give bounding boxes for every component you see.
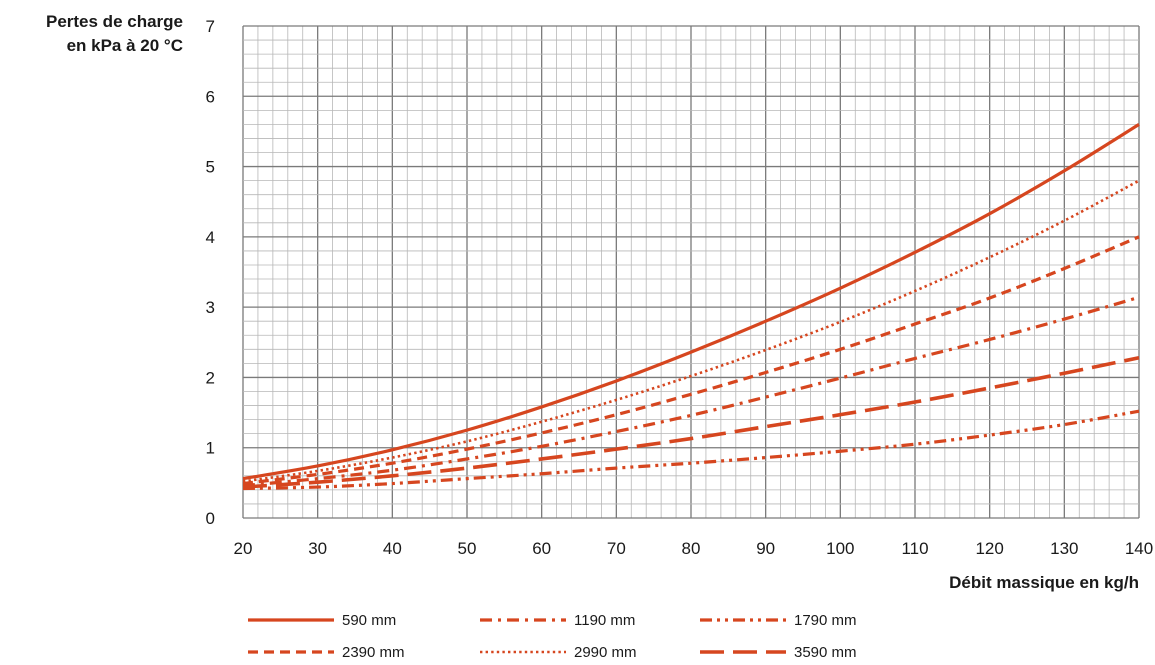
x-tick-label: 60	[532, 539, 551, 558]
y-tick-label: 5	[206, 158, 215, 177]
grid	[242, 25, 1140, 519]
legend: 590 mm 1190 mm 1790 mm 2390 mm 2990 mm 3590 m…	[248, 612, 857, 661]
series-line-1790-mm	[242, 409, 1140, 491]
legend-label: 590 mm	[342, 612, 396, 629]
y-tick-label: 6	[206, 87, 215, 106]
y-axis-label-line-2: en kPa à 20 °C	[67, 36, 183, 55]
legend-item: 3590 mm	[700, 644, 857, 661]
y-tick-label: 1	[206, 439, 215, 458]
x-tick-label: 30	[308, 539, 327, 558]
legend-item: 590 mm	[248, 612, 396, 629]
curves	[242, 123, 1140, 491]
x-tick-label: 140	[1125, 539, 1153, 558]
x-axis-label: Débit massique en kg/h	[949, 573, 1139, 592]
series-line-2990-mm	[242, 179, 1140, 483]
legend-item: 2390 mm	[248, 644, 405, 661]
y-tick-label: 2	[206, 368, 215, 387]
series-line-590-mm	[242, 123, 1140, 481]
tick-labels: 20 30 40 50 60 70 80 90 100 110 120 130 140 0 1 2 3 4 5 6 7	[206, 17, 1154, 558]
x-tick-label: 130	[1050, 539, 1078, 558]
y-tick-label: 3	[206, 298, 215, 317]
legend-label: 3590 mm	[794, 644, 857, 661]
legend-label: 2990 mm	[574, 644, 637, 661]
x-tick-label: 100	[826, 539, 854, 558]
legend-label: 1190 mm	[574, 612, 635, 629]
series-line-3590-mm	[242, 355, 1140, 489]
legend-item: 2990 mm	[480, 644, 637, 661]
legend-label: 1790 mm	[794, 612, 857, 629]
x-tick-label: 90	[756, 539, 775, 558]
x-tick-label: 50	[458, 539, 477, 558]
x-tick-label: 120	[975, 539, 1003, 558]
legend-label: 2390 mm	[342, 644, 405, 661]
legend-item: 1790 mm	[700, 612, 857, 629]
series-line-1190-mm	[242, 295, 1140, 488]
y-tick-label: 0	[206, 509, 215, 528]
x-tick-label: 80	[682, 539, 701, 558]
y-tick-label: 7	[206, 17, 215, 36]
x-tick-label: 40	[383, 539, 402, 558]
x-tick-label: 110	[901, 539, 928, 558]
series-line-2390-mm	[242, 235, 1140, 486]
y-tick-label: 4	[206, 228, 215, 247]
x-tick-label: 70	[607, 539, 626, 558]
x-tick-label: 20	[234, 539, 253, 558]
legend-item: 1190 mm	[480, 612, 635, 629]
y-axis-label-line-1: Pertes de charge	[46, 12, 183, 31]
